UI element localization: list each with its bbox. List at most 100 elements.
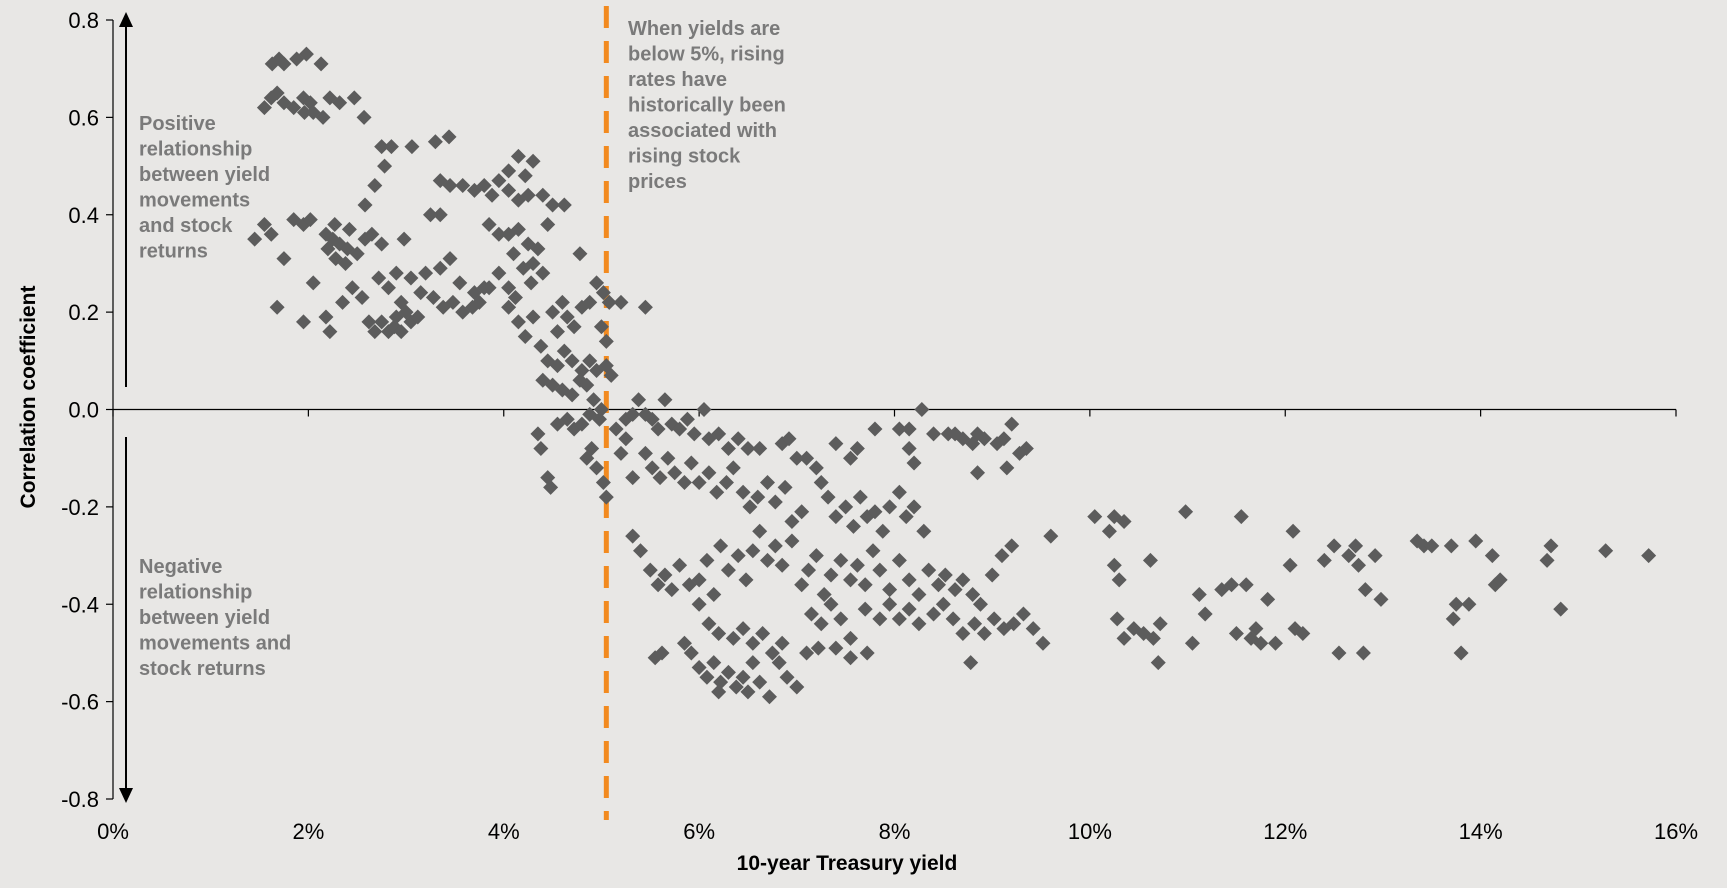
negative-relationship-note-line: relationship (139, 582, 252, 604)
positive-relationship-note-line: between yield (139, 164, 270, 186)
data-point (564, 387, 580, 403)
data-point (545, 304, 561, 320)
data-point (986, 611, 1002, 627)
data-point (471, 294, 487, 310)
data-point (589, 460, 605, 476)
y-tick-label: 0.8 (68, 8, 99, 33)
data-point (976, 431, 992, 447)
data-point (525, 153, 541, 169)
data-point (947, 582, 963, 598)
data-point (1461, 596, 1477, 612)
data-point (1006, 616, 1022, 632)
data-point (725, 630, 741, 646)
data-point (996, 431, 1012, 447)
data-point (823, 596, 839, 612)
data-point (374, 139, 390, 155)
data-point (404, 139, 420, 155)
data-point (843, 630, 859, 646)
threshold-note-line: historically been (628, 95, 786, 117)
data-point (1351, 557, 1367, 573)
data-point (1224, 577, 1240, 593)
data-point (911, 616, 927, 632)
data-point (967, 616, 983, 632)
data-point (608, 421, 624, 437)
data-point (740, 440, 756, 456)
data-point (691, 596, 707, 612)
x-axis-title: 10-year Treasury yield (737, 852, 958, 875)
data-point (891, 552, 907, 568)
data-point (455, 178, 471, 194)
data-point (1238, 577, 1254, 593)
data-point (1553, 601, 1569, 617)
data-point (701, 616, 717, 632)
data-point (728, 679, 744, 695)
data-point (276, 251, 292, 267)
data-point (676, 475, 692, 491)
data-point (845, 518, 861, 534)
data-point (843, 650, 859, 666)
x-tick-label: 8% (879, 819, 911, 844)
data-point (396, 231, 412, 247)
data-point (774, 635, 790, 651)
data-point (1468, 533, 1484, 549)
data-point (601, 294, 617, 310)
data-point (520, 187, 536, 203)
data-point (501, 182, 517, 198)
data-point (549, 358, 565, 374)
data-point (701, 465, 717, 481)
data-points (247, 46, 1657, 705)
data-point (506, 246, 522, 262)
data-point (1184, 635, 1200, 651)
data-point (650, 421, 666, 437)
data-point (269, 299, 285, 315)
x-tick-label: 16% (1654, 819, 1698, 844)
data-point (713, 674, 729, 690)
data-point (298, 46, 314, 62)
data-point (1357, 582, 1373, 598)
y-tick-label: 0.2 (68, 300, 99, 325)
data-point (760, 475, 776, 491)
data-point (1012, 445, 1028, 461)
data-point (794, 577, 810, 593)
threshold-note-line: rising stock (628, 146, 741, 168)
data-point (644, 460, 660, 476)
data-point (1015, 606, 1031, 622)
data-point (318, 309, 334, 325)
data-point (1116, 513, 1132, 529)
data-point (1316, 552, 1332, 568)
data-point (377, 158, 393, 174)
positive-relationship-note-line: and stock (139, 215, 233, 237)
data-point (422, 207, 438, 223)
data-point (442, 251, 458, 267)
data-point (738, 572, 754, 588)
data-point (767, 538, 783, 554)
data-point (367, 178, 383, 194)
data-point (865, 543, 881, 559)
data-point (1228, 625, 1244, 641)
data-point (327, 216, 343, 232)
data-point (984, 567, 1000, 583)
data-point (730, 431, 746, 447)
data-point (361, 314, 377, 330)
data-point (644, 411, 660, 427)
data-point (799, 645, 815, 661)
y-tick-label: -0.6 (61, 690, 99, 715)
data-point (1087, 509, 1103, 525)
data-point (410, 309, 426, 325)
data-point (945, 611, 961, 627)
data-point (603, 367, 619, 383)
data-point (256, 216, 272, 232)
data-point (752, 674, 768, 690)
data-point (346, 90, 362, 106)
y-tick-label: -0.4 (61, 592, 99, 617)
data-point (554, 294, 570, 310)
data-point (709, 484, 725, 500)
data-point (1598, 543, 1614, 559)
data-point (650, 577, 666, 593)
data-point (1355, 645, 1371, 661)
data-point (491, 173, 507, 189)
data-point (699, 552, 715, 568)
data-point (691, 475, 707, 491)
x-tick-label: 4% (488, 819, 520, 844)
data-point (533, 440, 549, 456)
